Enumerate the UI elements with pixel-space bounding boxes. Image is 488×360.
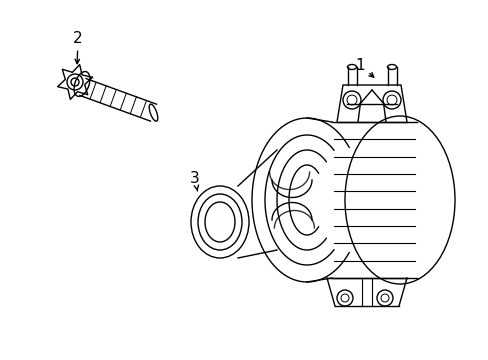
Text: 1: 1 <box>354 58 373 77</box>
Text: 3: 3 <box>190 171 200 191</box>
Text: 2: 2 <box>73 31 82 64</box>
